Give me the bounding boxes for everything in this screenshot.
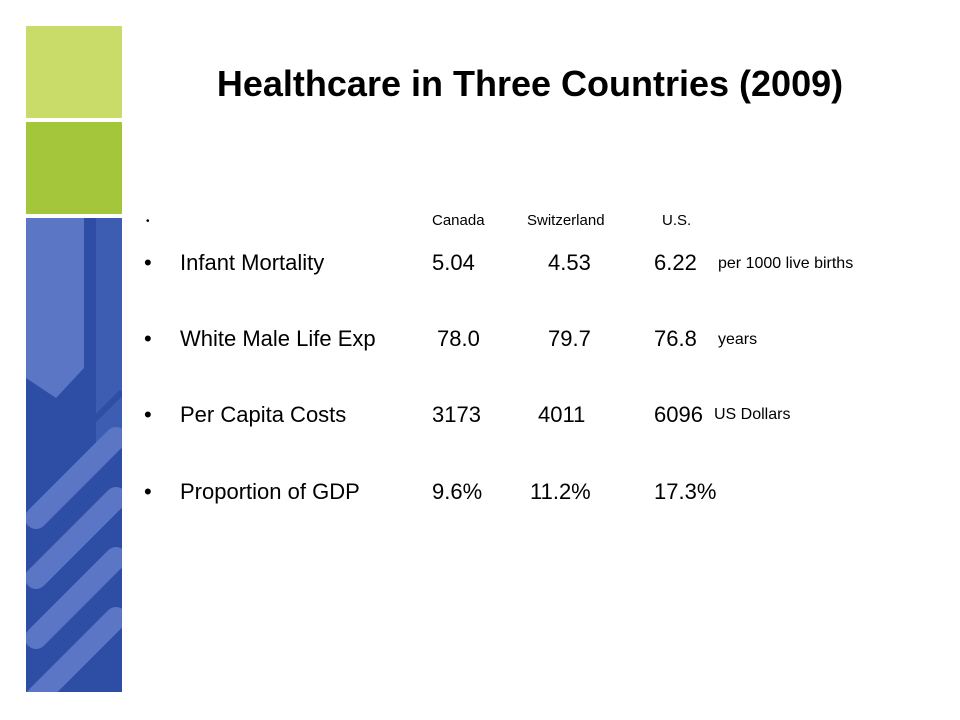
decorative-green-block-light [26, 26, 122, 118]
table-row: • Per Capita Costs 3173 4011 6096 US Dol… [0, 402, 960, 442]
value-us: 6.22 [654, 250, 697, 275]
bullet: • [146, 216, 150, 227]
bullet: • [144, 250, 152, 275]
table-row: • White Male Life Exp 78.0 79.7 76.8 yea… [0, 326, 960, 366]
row-label: White Male Life Exp [180, 326, 376, 351]
value-canada: 5.04 [432, 250, 475, 275]
row-label: Proportion of GDP [180, 479, 360, 504]
bullet: • [144, 479, 152, 504]
decorative-blue-panel [26, 218, 122, 692]
column-header-us: U.S. [662, 212, 692, 229]
value-switzerland: 11.2% [530, 479, 591, 504]
value-switzerland: 79.7 [548, 326, 591, 351]
column-header-canada: Canada [432, 212, 485, 229]
value-canada: 9.6% [432, 479, 483, 504]
table-row: • Proportion of GDP 9.6% 11.2% 17.3% [0, 479, 960, 519]
table-header-row: • Canada Switzerland U.S. [0, 212, 960, 252]
row-label: Per Capita Costs [180, 402, 347, 427]
column-header-switzerland: Switzerland [527, 212, 605, 229]
bullet: • [144, 326, 152, 351]
row-label: Infant Mortality [180, 250, 325, 275]
table-row: • Infant Mortality 5.04 4.53 6.22 per 10… [0, 250, 960, 290]
bullet: • [144, 402, 152, 427]
unit-label: years [718, 331, 758, 348]
slide-title: Healthcare in Three Countries (2009) [216, 63, 844, 104]
value-canada: 78.0 [437, 326, 480, 351]
value-canada: 3173 [432, 402, 481, 427]
unit-label: per 1000 live births [718, 255, 854, 272]
value-us: 17.3% [654, 479, 717, 504]
value-us: 6096 [654, 402, 703, 427]
value-switzerland: 4.53 [548, 250, 591, 275]
value-switzerland: 4011 [538, 402, 586, 427]
decorative-green-block [26, 122, 122, 214]
unit-label: US Dollars [714, 406, 791, 423]
value-us: 76.8 [654, 326, 697, 351]
